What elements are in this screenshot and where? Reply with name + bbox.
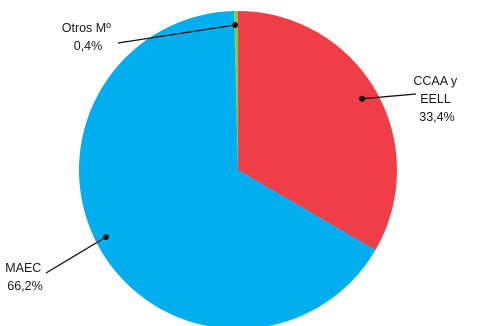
leader-otros-dot xyxy=(232,22,238,28)
label-ccaa-eell: CCAA y EELL 33,4% xyxy=(413,74,460,124)
slice-maec xyxy=(79,11,376,326)
leader-maec xyxy=(45,236,107,274)
value-maec: 66,2% xyxy=(7,279,42,293)
pie-slices xyxy=(79,11,397,326)
leader-otros xyxy=(117,24,236,44)
value-ccaa-eell: 33,4% xyxy=(419,110,454,124)
slice-ccaa-eell xyxy=(238,11,397,251)
leader-lines xyxy=(45,22,417,274)
label-otros: Otros Mº 0,4% xyxy=(62,21,115,53)
leader-ccaa-eell-dot xyxy=(359,95,366,102)
leader-ccaa-eell xyxy=(362,93,417,100)
label-maec: MAEC 66,2% xyxy=(5,261,45,293)
leader-maec-dot xyxy=(103,234,109,240)
slice-otros xyxy=(234,11,238,170)
value-otros: 0,4% xyxy=(74,39,103,53)
